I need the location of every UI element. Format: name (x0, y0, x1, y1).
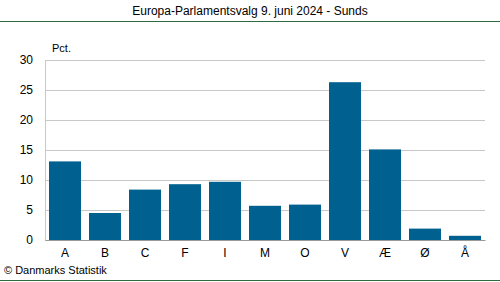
y-tick-label: 0 (26, 233, 33, 247)
y-tick: 0 (26, 233, 45, 247)
y-tick-label: 15 (20, 143, 34, 157)
x-axis: ABCFIMOVÆØÅ (46, 240, 486, 260)
grid-line (45, 60, 485, 61)
bar (209, 182, 241, 240)
x-tick: V (341, 240, 349, 260)
y-axis-line (45, 61, 46, 241)
bar (289, 205, 321, 240)
y-axis-label: Pct. (52, 42, 71, 54)
x-tick: M (260, 240, 270, 260)
bar (49, 161, 81, 240)
grid (45, 61, 485, 241)
x-tick-label: Ø (420, 246, 429, 260)
x-tick-label: A (61, 246, 69, 260)
grid-line (45, 120, 485, 121)
chart: Europa-Parlamentsvalg 9. juni 2024 - Sun… (0, 0, 500, 282)
x-tick-label: Å (461, 245, 469, 260)
bars (49, 82, 481, 240)
grid-line (45, 180, 485, 181)
y-tick-label: 5 (26, 203, 33, 217)
bar (369, 149, 401, 240)
x-tick-label: I (223, 246, 226, 260)
y-tick-label: 10 (20, 173, 34, 187)
bar (449, 236, 481, 240)
x-tick-label: F (181, 246, 188, 260)
footer-rule (0, 280, 500, 281)
x-tick: Ø (420, 240, 429, 260)
y-tick: 25 (20, 83, 45, 97)
bar (129, 190, 161, 240)
x-tick: O (300, 240, 309, 260)
x-tick-label: C (141, 246, 150, 260)
y-tick: 5 (26, 203, 45, 217)
x-tick: C (141, 240, 150, 260)
x-tick-label: B (101, 246, 109, 260)
x-axis-line (46, 240, 486, 241)
y-tick: 10 (20, 173, 45, 187)
y-tick: 15 (20, 143, 45, 157)
grid-line (45, 90, 485, 91)
x-tick: Æ (379, 240, 391, 260)
y-tick-label: 20 (20, 113, 34, 127)
bar (329, 82, 361, 240)
y-tick-label: 30 (20, 53, 34, 67)
header-rule (0, 21, 500, 22)
grid-line (45, 150, 485, 151)
x-tick-label: Æ (379, 246, 391, 260)
grid-line (45, 240, 485, 241)
x-tick-label: M (260, 246, 270, 260)
y-tick: 20 (20, 113, 45, 127)
y-axis: 0 5 10 15 20 25 30 (20, 53, 46, 247)
y-tick-label: 25 (20, 83, 34, 97)
x-tick-label: O (300, 246, 309, 260)
title: Europa-Parlamentsvalg 9. juni 2024 - Sun… (132, 4, 367, 18)
bar (89, 213, 121, 240)
x-tick: F (181, 240, 188, 260)
source-note: © Danmarks Statistik (4, 264, 107, 276)
plot: 0 5 10 15 20 25 30 A B C F I M O V Æ Ø Å (20, 53, 486, 259)
x-tick: Å (461, 240, 469, 260)
bar (169, 184, 201, 240)
x-tick: I (223, 240, 226, 260)
x-tick: A (61, 240, 69, 260)
x-tick-label: V (341, 246, 349, 260)
bar (409, 229, 441, 240)
bar (249, 206, 281, 240)
y-tick: 30 (20, 53, 45, 67)
x-tick: B (101, 240, 109, 260)
